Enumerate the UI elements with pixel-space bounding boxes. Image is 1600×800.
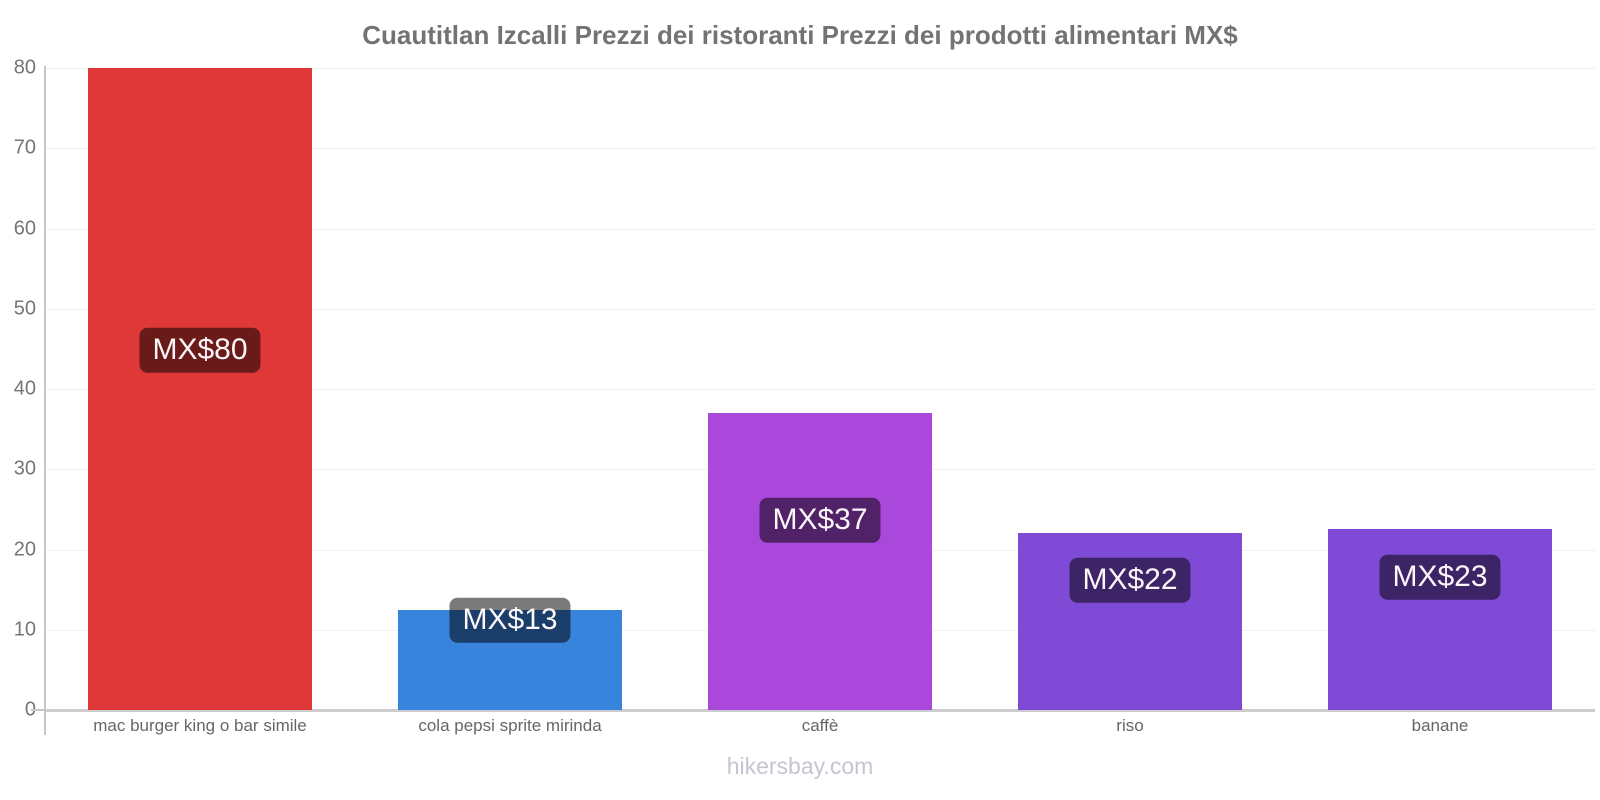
y-axis-tick-label: 0 <box>0 699 36 722</box>
bar-value-chip: MX$23 <box>1379 554 1501 600</box>
bar-1 <box>88 68 312 710</box>
y-axis-tick-label: 80 <box>13 56 36 79</box>
bar-3 <box>708 413 932 710</box>
x-axis-label: riso <box>1116 716 1144 735</box>
x-axis-label: caffè <box>801 716 839 735</box>
gridline-70 <box>45 148 1595 150</box>
zero-tick <box>31 709 45 711</box>
y-axis-tick-label: 20 <box>13 538 36 560</box>
y-axis-tick-label: 50 <box>13 297 36 320</box>
gridline-40 <box>45 389 1595 390</box>
bar-value-chip: MX$22 <box>1069 557 1191 603</box>
chart-title: Cuautitlan Izcalli Prezzi dei ristoranti… <box>362 20 1238 50</box>
bar-value-chip: MX$80 <box>139 327 261 373</box>
x-axis-label: cola pepsi sprite mirinda <box>418 716 602 735</box>
x-axis-label: mac burger king o bar simile <box>93 716 307 735</box>
y-axis-tick-label: 70 <box>13 136 36 159</box>
gridline-60 <box>45 228 1595 230</box>
x-axis-label: banane <box>1411 716 1469 735</box>
y-axis-tick-label: 40 <box>13 377 36 400</box>
y-axis-line <box>44 66 46 735</box>
y-axis-tick-label: 30 <box>13 457 36 480</box>
gridline-80 <box>45 68 1595 69</box>
y-axis-tick-label: 10 <box>13 618 36 641</box>
y-axis-tick-label: 60 <box>13 217 36 239</box>
x-axis-baseline <box>45 709 1595 712</box>
bar-value-chip: MX$37 <box>759 497 881 543</box>
gridline-50 <box>45 308 1595 310</box>
watermark-footer: hikersbay.com <box>726 753 874 779</box>
bar-value-chip: MX$13 <box>449 597 571 643</box>
